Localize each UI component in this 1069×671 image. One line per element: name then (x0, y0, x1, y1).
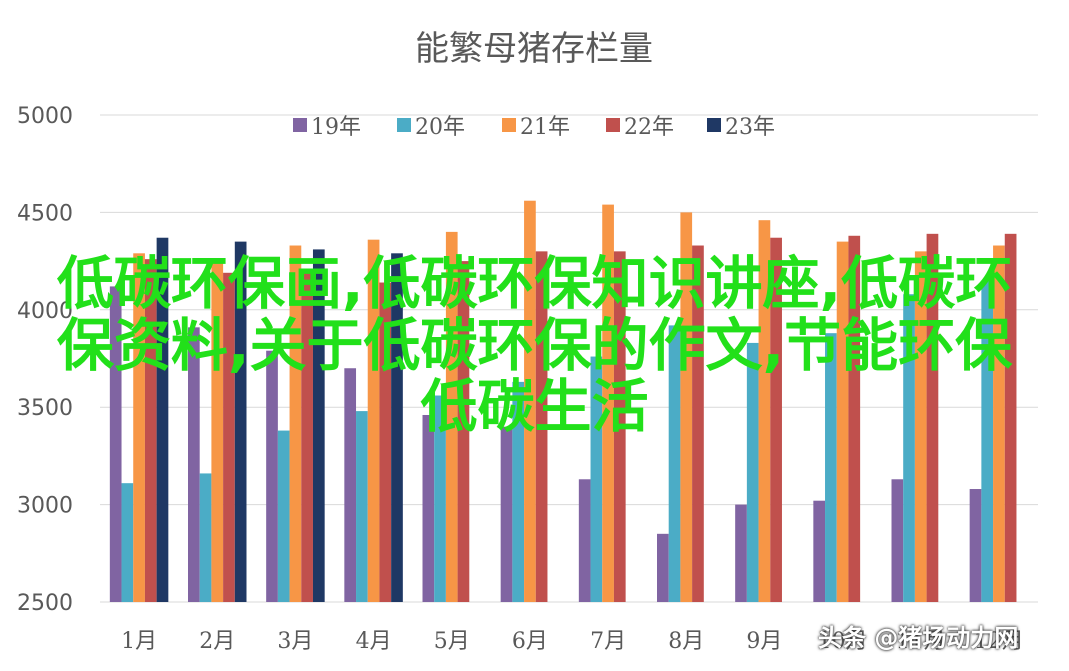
bar (312, 249, 325, 603)
bar (211, 261, 224, 602)
bar (156, 237, 169, 602)
bar (512, 381, 525, 602)
bar (367, 239, 380, 602)
bar (903, 294, 915, 602)
bar (344, 368, 357, 602)
bar (602, 204, 614, 602)
bar (301, 270, 313, 602)
bar (434, 395, 446, 602)
bar (524, 200, 536, 602)
x-tick-label: 11月 (896, 629, 946, 654)
bar (746, 342, 759, 602)
bar (445, 231, 458, 602)
chart-title: 能繁母猪存栏量 (415, 29, 653, 69)
bar (391, 253, 403, 603)
legend-label: 22年 (624, 115, 674, 140)
bar (680, 212, 693, 602)
bar (657, 533, 669, 602)
bar (926, 233, 939, 602)
bar (457, 261, 470, 602)
x-tick-label: 1月 (121, 629, 157, 654)
x-tick-label: 7月 (590, 629, 626, 654)
y-axis: 2500 3000 3500 4000 4500 5000 (17, 104, 73, 616)
x-tick-label: 6月 (512, 629, 548, 654)
bar (770, 237, 782, 602)
watermark: 头条 @猪场动力网 (818, 624, 1019, 652)
y-tick-label: 3000 (17, 494, 73, 519)
legend-label: 19年 (311, 115, 361, 140)
y-tick-label: 3500 (17, 396, 73, 421)
legend-label: 20年 (415, 115, 465, 140)
x-tick-label: 3月 (277, 629, 313, 654)
x-axis: 1月 2月 3月 4月 5月 6月 7月 8月 9月 10月 11月 12月 (121, 629, 1024, 654)
bar (848, 235, 861, 602)
y-tick-label: 2500 (17, 591, 73, 616)
y-tick-label: 4000 (17, 299, 73, 324)
y-tick-label: 4500 (17, 201, 73, 226)
bar (223, 272, 235, 602)
x-tick-label: 5月 (434, 629, 470, 654)
bar (379, 282, 392, 602)
bar (825, 333, 837, 602)
x-tick-label: 10月 (818, 629, 868, 654)
bar (613, 251, 626, 603)
bar (692, 245, 704, 603)
bar (668, 325, 681, 602)
y-tick-label: 5000 (17, 104, 73, 129)
overlay-line-3: 低碳生活 (420, 374, 649, 440)
bar (993, 245, 1005, 603)
legend: 19年 20年 21年 22年 23年 (293, 115, 775, 140)
legend-swatch (293, 118, 307, 132)
x-tick-label: 4月 (356, 629, 392, 654)
bar (590, 356, 603, 602)
bar (277, 430, 290, 602)
bar (199, 473, 212, 602)
bar (500, 426, 513, 602)
bar (121, 483, 134, 602)
bar (234, 241, 247, 602)
bar (969, 489, 982, 602)
bar (535, 251, 548, 603)
legend-swatch (707, 118, 721, 132)
bar (356, 411, 368, 602)
bar (758, 220, 771, 602)
overlay-line-2: 保资料,关于低碳环保的作文,节能环保 (56, 313, 1013, 379)
bar (289, 245, 302, 603)
x-tick-label: 8月 (668, 629, 704, 654)
gridlines (100, 114, 1038, 603)
bar (422, 414, 435, 602)
bar (133, 253, 145, 603)
bar (914, 251, 927, 603)
overlay-line-1: 低碳环保画,低碳环保知识讲座,低碳环 (56, 251, 1013, 317)
bar (144, 259, 157, 602)
legend-swatch (397, 118, 411, 132)
bar (735, 504, 747, 602)
legend-swatch (606, 118, 620, 132)
x-tick-label: 2月 (199, 629, 235, 654)
x-tick-label: 9月 (746, 629, 782, 654)
bar (813, 500, 826, 602)
bar (836, 241, 849, 602)
x-tick-label: 12月 (974, 629, 1024, 654)
bar (891, 479, 904, 602)
legend-swatch (502, 118, 516, 132)
bar (578, 479, 591, 602)
bars (109, 200, 1017, 603)
bar (188, 327, 200, 602)
legend-label: 23年 (725, 115, 775, 140)
bar (981, 280, 994, 602)
bar (266, 350, 278, 602)
legend-label: 21年 (520, 115, 570, 140)
bar (1004, 233, 1017, 602)
bar (109, 286, 122, 602)
